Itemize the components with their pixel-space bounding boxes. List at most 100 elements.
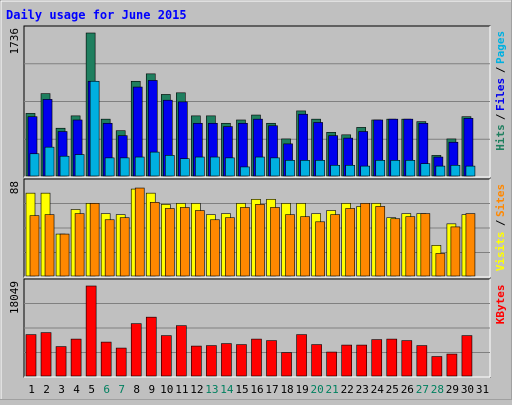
bar-pages-28	[435, 165, 446, 177]
bar-pages-1	[29, 153, 40, 177]
bar-pages-15	[240, 166, 250, 177]
bar-kbytes-14	[221, 343, 232, 377]
bar-pages-6	[104, 157, 115, 177]
bar-kbytes-20	[311, 344, 322, 377]
bar-sites-21	[330, 214, 340, 277]
bar-kbytes-29	[446, 353, 458, 377]
x-tick-label: 21	[326, 383, 339, 396]
bar-sites-2	[44, 214, 55, 277]
x-tick-label: 23	[356, 383, 369, 396]
bar-kbytes-12	[191, 345, 202, 377]
bar-pages-9	[149, 151, 160, 177]
x-tick-label: 27	[416, 383, 429, 396]
bar-sites-12	[195, 210, 205, 277]
bar-kbytes-8	[130, 323, 142, 377]
x-tick-label: 14	[220, 383, 234, 396]
x-tick-label: 10	[160, 383, 173, 396]
bar-pages-29	[450, 164, 461, 177]
bar-sites-18	[285, 214, 295, 277]
bar-sites-17	[270, 207, 280, 277]
bar-sites-16	[255, 204, 265, 277]
bar-pages-23	[360, 165, 371, 177]
bar-kbytes-9	[145, 316, 157, 377]
legend-label-files: Files	[494, 78, 507, 111]
bar-sites-24	[375, 206, 386, 277]
bar-kbytes-25	[386, 338, 398, 377]
x-tick-label: 5	[88, 383, 95, 396]
legend-label-visits: Visits	[494, 231, 507, 271]
bar-kbytes-3	[55, 346, 67, 377]
bar-pages-26	[405, 160, 416, 177]
bar-pages-27	[420, 163, 431, 177]
bar-sites-5	[89, 203, 100, 277]
bar-kbytes-16	[251, 338, 262, 377]
bar-pages-18	[285, 160, 295, 177]
y-max-label: 18049	[8, 281, 21, 314]
x-tick-label: 19	[295, 383, 308, 396]
bar-sites-15	[240, 207, 250, 277]
bar-kbytes-18	[281, 352, 292, 377]
bar-sites-28	[435, 253, 446, 277]
x-tick-label: 3	[58, 383, 65, 396]
x-tick-label: 26	[401, 383, 414, 396]
bar-kbytes-11	[176, 325, 187, 377]
legend-separator: /	[494, 66, 507, 73]
bar-sites-25	[390, 218, 401, 277]
bar-kbytes-22	[341, 344, 352, 377]
bar-sites-8	[134, 187, 145, 277]
x-tick-label: 20	[311, 383, 324, 396]
x-tick-label: 13	[205, 383, 218, 396]
bar-sites-30	[465, 213, 476, 277]
bar-pages-17	[270, 157, 280, 177]
y-max-label: 1736	[8, 28, 21, 55]
bar-pages-19	[300, 160, 310, 177]
x-tick-label: 29	[446, 383, 459, 396]
bar-sites-26	[405, 216, 416, 277]
legend-label-hits: Hits	[494, 124, 507, 151]
bar-kbytes-13	[206, 345, 217, 377]
x-tick-label: 8	[133, 383, 140, 396]
bar-sites-11	[180, 207, 190, 277]
legend-label-sites: Sites	[494, 184, 507, 217]
bar-kbytes-17	[266, 340, 277, 377]
bar-kbytes-15	[236, 344, 247, 377]
bar-kbytes-28	[431, 356, 443, 377]
bar-pages-20	[315, 160, 325, 177]
bar-kbytes-21	[326, 351, 337, 377]
x-tick-label: 28	[431, 383, 444, 396]
bar-sites-13	[210, 219, 220, 277]
x-tick-label: 1	[28, 383, 35, 396]
bar-pages-4	[74, 154, 85, 177]
bar-sites-29	[450, 226, 461, 277]
bar-sites-1	[29, 215, 40, 277]
x-tick-label: 12	[190, 383, 203, 396]
bar-kbytes-6	[100, 341, 112, 377]
bar-pages-14	[225, 157, 235, 177]
x-tick-label: 17	[265, 383, 278, 396]
x-tick-label: 9	[148, 383, 155, 396]
bar-sites-7	[119, 217, 130, 277]
x-tick-label: 16	[250, 383, 263, 396]
bar-sites-4	[74, 213, 85, 277]
bar-kbytes-1	[25, 334, 37, 377]
bar-pages-8	[134, 156, 145, 177]
bar-pages-12	[195, 156, 205, 177]
bar-pages-13	[210, 156, 220, 177]
legend-separator: /	[494, 113, 507, 120]
bar-sites-3	[59, 233, 70, 277]
bar-sites-23	[360, 203, 371, 277]
x-tick-label: 6	[103, 383, 110, 396]
legend-label-pages: Pages	[494, 31, 507, 64]
bar-kbytes-30	[461, 335, 473, 377]
bar-kbytes-5	[85, 285, 97, 377]
bar-sites-6	[104, 219, 115, 277]
x-tick-label: 30	[461, 383, 474, 396]
chart-title: Daily usage for June 2015	[6, 8, 187, 22]
x-tick-label: 18	[280, 383, 293, 396]
bar-kbytes-19	[296, 334, 307, 377]
bar-pages-2	[44, 146, 55, 177]
x-tick-label: 24	[371, 383, 385, 396]
x-tick-label: 11	[175, 383, 188, 396]
